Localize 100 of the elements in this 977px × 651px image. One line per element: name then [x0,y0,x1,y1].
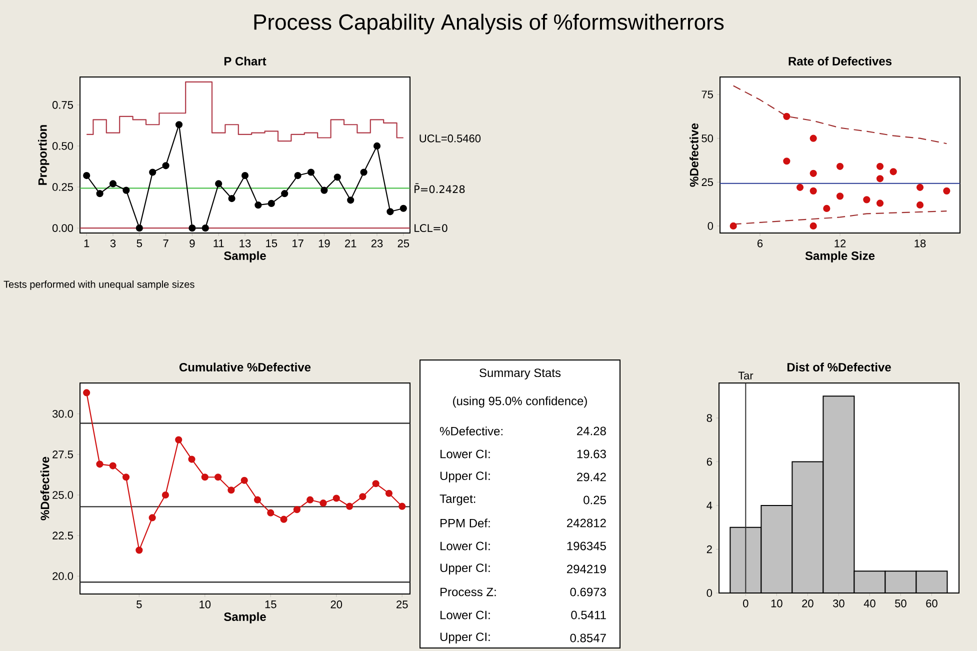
point [175,436,182,444]
x-tick-label: 50 [895,600,906,608]
x-axis-title: Sample Size [805,251,875,262]
chart-title: Cumulative %Defective [179,362,311,372]
point [96,460,104,468]
point [810,134,817,142]
ref-line-label: Tar [738,372,754,380]
x-tick-label: 7 [163,240,168,248]
text: 0.6973 [570,588,606,596]
text: 196345 [567,542,606,550]
y-tick-label: 0.25 [52,183,73,191]
point [162,491,170,499]
text: Lower CI: [440,542,490,550]
text: 29.42 [577,472,606,482]
x-tick-label: 0 [743,600,748,608]
text: Lower CI: [440,610,490,620]
x-tick-label: 10 [200,600,211,608]
x-tick-label: 20 [802,600,814,608]
point [810,187,817,194]
point [334,174,341,181]
x-tick-label: 5 [136,600,142,608]
point [890,168,897,176]
point [943,187,950,194]
x-axis-title: Sample [224,612,266,624]
text: (using 95.0% confidence) [453,396,587,408]
text: Summary Stats [480,368,561,380]
x-tick-label: 1 [84,240,90,248]
y-tick-label: 2 [706,545,712,554]
x-tick-label: 20 [330,600,342,608]
point [836,192,844,200]
point [83,389,90,396]
text: PPM Def: [440,518,490,528]
point [83,172,90,180]
text: 242812 [567,518,606,528]
y-axis-title: %Defective [690,123,698,187]
point [294,172,302,180]
point [373,142,381,150]
text: 294219 [567,564,606,574]
point [201,474,208,481]
annotation: UCL=0.5460 [420,134,481,142]
point [267,509,274,516]
point [810,222,817,230]
point [175,121,183,128]
text: 0.5411 [571,610,606,620]
point [122,186,130,194]
y-tick-label: 0.50 [52,142,74,150]
x-tick-label: 18 [914,240,926,248]
point [162,162,170,170]
x-tick-label: 60 [926,600,938,608]
point [268,200,275,207]
x-tick-label: 21 [345,240,356,248]
x-tick-label: 15 [265,600,276,608]
y-tick-label: 50 [702,134,714,142]
point [188,224,196,232]
chart-title: Dist of %Defective [787,362,891,372]
point [359,493,366,500]
text: Lower CI: [440,450,490,458]
x-tick-label: 6 [758,240,763,248]
ref-line-label: P̄=0.2428 [414,183,465,194]
point [730,222,737,230]
text: 0.8547 [570,634,606,642]
point [347,196,354,204]
x-tick-label: 30 [833,600,844,608]
y-tick-label: 75 [702,90,713,98]
text: Upper CI: [440,632,490,644]
x-axis-title: Sample [224,251,266,262]
y-tick-label: 6 [706,458,712,466]
text: Process Capability Analysis of %formswitherrors [254,14,724,34]
x-tick-label: 3 [110,240,116,248]
point [398,502,406,510]
x-tick-label: 25 [398,240,410,248]
point [293,506,300,514]
point [863,196,870,204]
point [228,194,236,202]
y-axis-title: Proportion [38,125,50,185]
point [876,162,884,170]
point [215,180,222,188]
point [320,500,327,507]
point [241,172,249,180]
point [360,168,368,176]
text: %Defective: [440,426,502,436]
point [810,170,817,177]
text: Upper CI: [440,472,490,482]
point [109,180,117,188]
y-tick-label: 30.0 [52,410,74,418]
point [228,486,235,494]
point [109,462,116,470]
y-tick-label: 25 [702,178,713,186]
point [400,204,407,212]
y-tick-label: 0 [708,222,714,230]
point [372,480,380,488]
point [202,224,209,232]
point [122,474,130,481]
point [320,186,328,194]
point [136,224,143,232]
text: 19.63 [577,450,606,458]
y-tick-label: 8 [706,414,712,422]
x-tick-label: 15 [266,240,278,248]
y-tick-label: 22.5 [52,532,73,540]
text: Tests performed with unequal sample sizes [4,280,194,290]
